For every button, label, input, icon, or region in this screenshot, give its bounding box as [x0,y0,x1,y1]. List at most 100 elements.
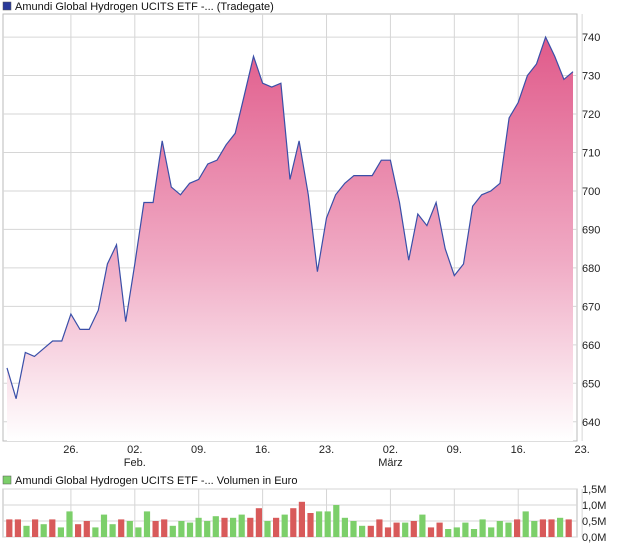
volume-bar [169,525,176,537]
volume-bar [453,527,460,537]
volume-bar [66,511,73,537]
price-y-tick-label: 690 [582,224,600,236]
volume-bar [281,514,288,537]
price-x-tick-label: 09. [447,444,462,456]
price-area [7,37,573,441]
volume-legend-swatch [2,475,12,485]
price-chart-title: Amundi Global Hydrogen UCITS ETF -... (T… [15,1,274,13]
volume-bar [427,527,435,537]
volume-bar [204,521,211,537]
volume-bar [384,527,392,537]
price-x-tick-label: 16. [255,444,270,456]
price-y-tick-label: 650 [582,378,600,390]
volume-bar [333,505,340,537]
volume-bar [324,511,331,537]
volume-bar [255,508,262,537]
price-x-tick-label: 02. [127,444,142,456]
volume-bar [264,521,271,537]
price-y-tick-label: 680 [582,263,600,275]
volume-bar [298,501,305,537]
volume-bar [83,521,90,537]
volume-bar [341,517,348,537]
volume-bar [367,525,374,537]
price-x-tick-label: 23. [574,444,589,456]
volume-bar [393,522,400,537]
volume-bar [230,517,237,537]
price-x-tick-label: 26. [63,444,78,456]
volume-bar [548,519,555,537]
price-y-tick-label: 740 [582,32,600,44]
price-y-tick-label: 700 [582,186,600,198]
volume-bar [247,517,254,537]
volume-bar [212,516,219,537]
volume-bar [126,521,133,537]
volume-bar [539,519,546,537]
volume-bar [359,525,366,537]
volume-bar [522,511,529,537]
price-x-month-label: Feb. [124,457,146,469]
volume-bar [109,524,116,537]
volume-bar [57,527,64,537]
volume-bar [100,514,108,537]
volume-bar [514,519,521,537]
volume-y-tick-label: 0,5M [582,516,606,528]
price-x-tick-label: 16. [511,444,526,456]
volume-bar [135,527,142,537]
price-line [6,35,574,399]
price-x-month-label: März [378,457,402,469]
volume-bar [40,524,47,537]
volume-bar [496,521,503,537]
volume-bar [316,511,323,537]
volume-bar [436,522,443,537]
volume-bar [479,519,486,537]
volume-bar [178,521,185,537]
volume-y-axis: 1,5M 1,0M 0,5M 0,0M [582,484,606,544]
volume-bar [505,522,512,537]
volume-bar [410,521,417,537]
price-x-axis: 26.02.09.16.23.02.09.16.23.01.10.Feb.Mär… [63,444,590,469]
volume-y-tick-label: 1,0M [582,500,606,512]
price-x-tick-label: 02. [383,444,398,456]
price-x-tick-label: 23. [319,444,334,456]
volume-bar [462,522,469,537]
price-y-tick-label: 710 [582,147,600,159]
volume-bar [75,524,82,537]
volume-bar [32,519,39,537]
volume-y-tick-label: 1,5M [582,484,606,496]
volume-bar [350,521,357,537]
volume-bar [273,517,280,537]
volume-bar [557,517,564,537]
volume-bar [221,517,228,537]
volume-bar [49,519,56,537]
volume-bar [376,519,383,537]
volume-bar [195,517,202,537]
volume-chart-title: Amundi Global Hydrogen UCITS ETF -... Vo… [15,475,297,487]
price-x-tick-label: 09. [191,444,206,456]
volume-bar [402,522,409,537]
volume-bar [6,519,13,537]
volume-bars [6,501,572,537]
volume-bar [161,519,168,537]
volume-bar [143,511,151,537]
volume-bar [565,519,572,537]
volume-bar [92,527,99,537]
volume-bar [152,521,159,537]
price-y-tick-label: 660 [582,340,600,352]
price-legend-swatch [2,1,12,11]
volume-bar [14,519,21,537]
volume-bar [470,529,478,537]
volume-y-tick-label: 0,0M [582,532,606,544]
price-y-axis: 640 650 660 670 680 690 700 710 720 730 740 [582,32,600,429]
price-y-tick-label: 730 [582,71,600,83]
volume-bar [419,514,426,537]
volume-bar [307,513,314,537]
price-y-tick-label: 670 [582,301,600,313]
volume-bar [186,522,194,537]
volume-bar [531,521,538,537]
volume-bar [23,525,30,537]
volume-bar [238,514,245,537]
price-y-tick-label: 720 [582,109,600,121]
volume-bar [290,508,297,537]
volume-bar [118,519,125,537]
